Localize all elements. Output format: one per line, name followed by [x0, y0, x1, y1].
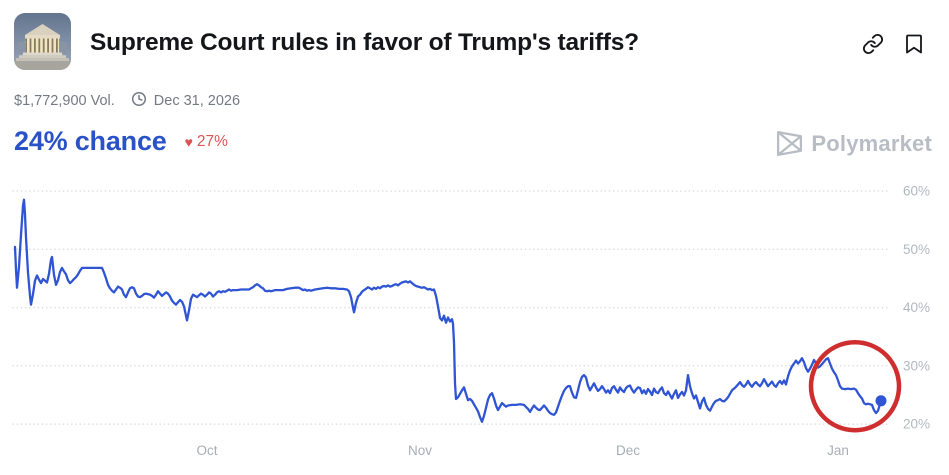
y-axis-label: 30% [903, 358, 930, 373]
polymarket-logo-icon [777, 130, 803, 157]
polymarket-brand-text: Polymarket [811, 130, 932, 156]
heart-icon: ♥ [184, 133, 193, 150]
favorite-indicator: ♥ 27% [185, 133, 228, 151]
highlight-circle [808, 339, 902, 433]
polymarket-watermark: Polymarket [776, 129, 932, 158]
y-axis-label: 20% [903, 417, 930, 432]
y-axis-label: 40% [903, 300, 930, 315]
x-axis-label: Jan [827, 443, 849, 458]
price-line [13, 198, 883, 423]
market-title: Supreme Court rules in favor of Trump's … [90, 29, 639, 56]
market-image [14, 13, 71, 70]
last-price-dot [875, 395, 887, 407]
header-actions [862, 33, 926, 55]
chance-text: 24% chance [14, 126, 167, 156]
link-icon [862, 33, 884, 55]
y-axis-label: 50% [903, 242, 930, 257]
y-axis-label: 60% [903, 184, 930, 199]
clock-icon [131, 91, 147, 111]
end-date-text: Dec 31, 2026 [153, 93, 241, 109]
bookmark-icon [906, 34, 922, 54]
favorite-percent: 27% [196, 132, 228, 150]
market-stats: $1,772,900 Vol. Dec 31, 2026 [14, 91, 240, 111]
price-chart: 60% 50% 40% 30% 20% Oct Nov Dec Jan [12, 184, 930, 458]
copy-link-button[interactable] [862, 33, 884, 55]
chance-row: 24% chance ♥ 27% [14, 126, 228, 157]
x-axis-label: Nov [408, 443, 432, 458]
supreme-court-photo-icon [14, 13, 71, 70]
bookmark-button[interactable] [904, 33, 926, 55]
x-axis-label: Oct [196, 443, 217, 458]
x-axis-label: Dec [616, 443, 640, 458]
volume-text: $1,772,900 Vol. [14, 93, 115, 109]
